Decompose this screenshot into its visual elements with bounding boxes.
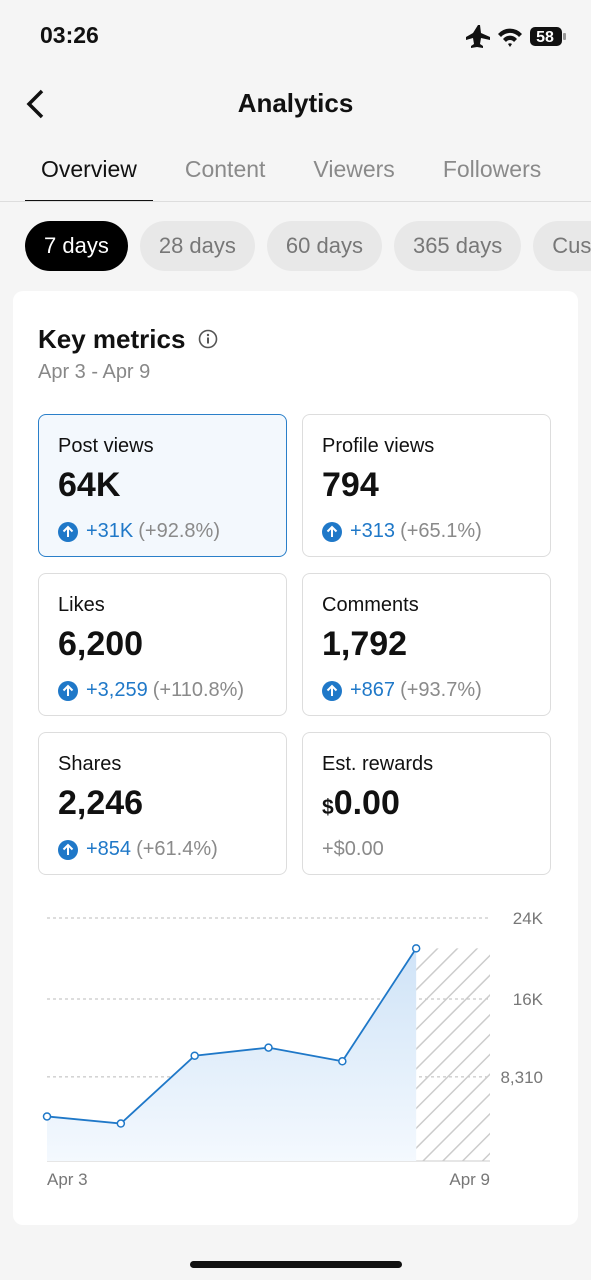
up-arrow [322, 680, 342, 701]
metric-label: Post views [58, 435, 154, 457]
tab-bar: Overview Content Viewers Followers LIVE [25, 156, 591, 202]
metric-value: 6,200 [58, 625, 286, 669]
metric-card[interactable]: Profile views 794 +313 (+65.1%) [302, 414, 551, 557]
metric-change: +$0.00 [322, 838, 550, 861]
area [47, 948, 417, 1161]
y-tick-label: 8,310 [500, 1068, 543, 1087]
metric-value: $0.00 [322, 784, 550, 828]
x-tick-label: Apr 9 [449, 1170, 490, 1189]
metric-value: 794 [322, 466, 550, 510]
value: 0.00 [333, 784, 400, 822]
tab[interactable]: Followers [442, 156, 542, 182]
metric-label: Comments [322, 594, 419, 616]
x-tick-label: Apr 3 [47, 1170, 88, 1189]
y-tick-label: 24K [513, 909, 544, 928]
change: +854 [86, 838, 132, 860]
metric-card[interactable]: Shares 2,246 +854 (+61.4%) [38, 732, 287, 875]
page-title: Analytics [237, 88, 354, 118]
value: 2,246 [58, 784, 144, 822]
point [411, 944, 421, 953]
percent: (+65.1%) [400, 520, 482, 542]
info-icon[interactable] [198, 329, 218, 349]
metric-value: 1,792 [322, 625, 550, 669]
date-range: Apr 3 - Apr 9 [38, 361, 151, 383]
currency: $ [322, 796, 334, 819]
home-indicator [190, 1261, 402, 1268]
chart: 8,310 16K 24K Apr 3 Apr 9 [42, 909, 544, 1189]
change: +31K [86, 520, 134, 542]
range-chip[interactable]: 60 days [266, 221, 382, 271]
value: 6,200 [58, 625, 144, 663]
range-chip[interactable]: 7 days [25, 221, 128, 271]
metric-change: +867 (+93.7%) [322, 679, 550, 702]
tab[interactable]: LIVE [589, 156, 591, 200]
change: +$0.00 [322, 838, 384, 860]
metric-change: +854 (+61.4%) [58, 838, 286, 861]
battery-level: 58 [536, 29, 554, 46]
range-chip[interactable]: 28 days [139, 221, 255, 271]
tab[interactable]: Overview [25, 156, 153, 202]
point [190, 1051, 199, 1060]
metric-label: Shares [58, 753, 122, 775]
range-chip[interactable]: Custom [533, 221, 591, 271]
up-arrow [58, 521, 78, 542]
percent: (+92.8%) [138, 520, 220, 542]
status-icons: 58 [466, 25, 566, 48]
point [42, 1112, 52, 1121]
metric-change: +31K (+92.8%) [58, 520, 286, 543]
status-time: 03:26 [40, 22, 99, 48]
metric-value: 2,246 [58, 784, 286, 828]
change: +3,259 [86, 679, 148, 701]
incomplete-period [416, 948, 490, 1161]
metric-label: Est. rewards [322, 753, 434, 775]
section-title: Key metrics [38, 324, 186, 354]
value: 1,792 [322, 625, 408, 663]
divider [0, 201, 591, 202]
change: +867 [350, 679, 396, 701]
point [264, 1043, 273, 1052]
metric-label: Likes [58, 594, 105, 616]
percent: (+93.7%) [400, 679, 482, 701]
metric-change: +3,259 (+110.8%) [58, 679, 286, 702]
metric-card[interactable]: Post views 64K +31K (+92.8%) [38, 414, 287, 557]
y-tick-label: 16K [513, 990, 544, 1009]
metric-card[interactable]: Comments 1,792 +867 (+93.7%) [302, 573, 551, 716]
point [338, 1057, 347, 1066]
point [116, 1119, 126, 1128]
value: 64K [58, 466, 121, 504]
range-chip[interactable]: 365 days [393, 221, 522, 271]
metric-label: Profile views [322, 435, 435, 457]
metric-card[interactable]: Likes 6,200 +3,259 (+110.8%) [38, 573, 287, 716]
up-arrow [58, 680, 78, 701]
tab[interactable]: Viewers [313, 156, 395, 182]
back-button[interactable] [24, 88, 48, 122]
percent: (+61.4%) [136, 838, 218, 860]
change: +313 [350, 520, 396, 542]
up-arrow [58, 839, 78, 860]
percent: (+110.8%) [152, 679, 245, 701]
value: 794 [322, 466, 379, 504]
line [46, 947, 417, 1125]
metric-change: +313 (+65.1%) [322, 520, 550, 543]
metric-card[interactable]: Est. rewards $0.00 +$0.00 [302, 732, 551, 875]
tab[interactable]: Content [184, 156, 266, 182]
up-arrow [322, 521, 342, 542]
metric-value: 64K [58, 466, 286, 510]
